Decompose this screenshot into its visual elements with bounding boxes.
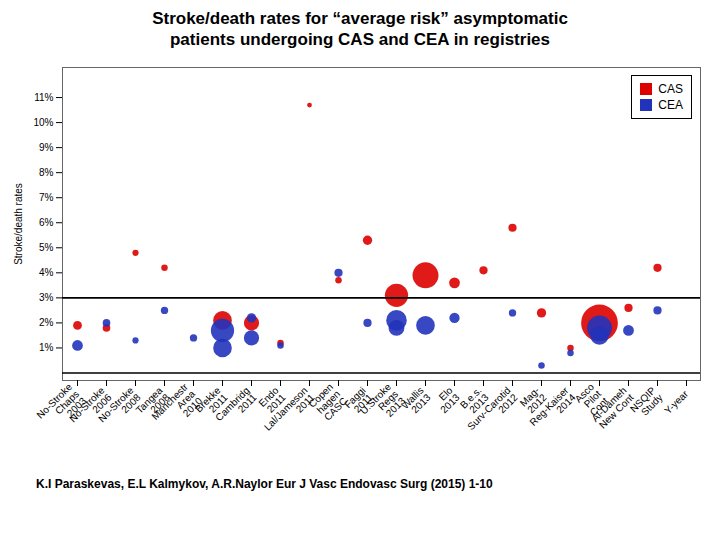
svg-text:1%: 1% xyxy=(39,342,54,353)
svg-text:Cambridg2011: Cambridg2011 xyxy=(213,384,259,430)
svg-text:Elo2013: Elo2013 xyxy=(431,384,462,415)
svg-text:NSQIPStudy: NSQIPStudy xyxy=(628,384,665,421)
svg-text:Y-year: Y-year xyxy=(662,387,690,415)
svg-text:7%: 7% xyxy=(39,191,54,202)
svg-text:11%: 11% xyxy=(34,91,53,102)
svg-text:U.StrokeRegs2013: U.StrokeRegs2013 xyxy=(358,380,408,430)
svg-text:5%: 5% xyxy=(39,241,54,252)
svg-text:Reg-Kaiser2014: Reg-Kaiser2014 xyxy=(527,384,578,435)
svg-text:Surv-Carotid2012: Surv-Carotid2012 xyxy=(465,384,520,439)
svg-text:Stroke/death rates: Stroke/death rates xyxy=(13,183,24,265)
svg-text:2%: 2% xyxy=(39,317,54,328)
svg-text:6%: 6% xyxy=(39,216,54,227)
svg-text:Lal/Jameson2011: Lal/Jameson2011 xyxy=(262,384,317,439)
svg-text:4%: 4% xyxy=(39,267,54,278)
svg-text:3%: 3% xyxy=(39,292,54,303)
svg-text:10%: 10% xyxy=(33,116,53,127)
svg-text:Wallis2013: Wallis2013 xyxy=(399,384,433,418)
svg-text:9%: 9% xyxy=(39,141,54,152)
svg-text:8%: 8% xyxy=(39,166,54,177)
